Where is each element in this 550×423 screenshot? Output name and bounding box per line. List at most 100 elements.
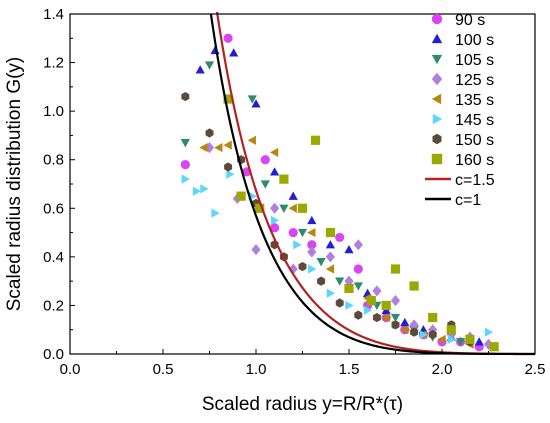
axis-ticks: 0.0 0.5 1.0 1.5 2.0 2.5 0.0 0.2 0.4 0.6 0.8 1.0 1.2 1…	[43, 6, 545, 378]
data-point	[224, 162, 233, 172]
data-point	[255, 203, 265, 213]
data-point	[409, 281, 419, 291]
legend: 90 s 100 s 105 s 125 s 135 s 145 s 150 s 160 s c…	[425, 12, 495, 209]
series-150s	[181, 91, 474, 347]
data-point	[308, 264, 317, 274]
data-point	[270, 202, 280, 214]
data-point	[325, 227, 335, 238]
legend-marker	[431, 93, 442, 105]
data-point	[344, 244, 354, 254]
data-point	[484, 327, 494, 337]
data-point	[251, 244, 261, 256]
data-point	[226, 169, 235, 179]
data-point	[270, 167, 280, 176]
legend-marker	[432, 113, 443, 125]
y-tick-label: 1.4	[43, 6, 64, 23]
data-point	[180, 159, 190, 170]
data-point	[181, 91, 190, 102]
data-point	[223, 33, 233, 43]
legend-label: 150 s	[455, 132, 494, 149]
data-point	[335, 232, 345, 243]
data-point	[400, 317, 410, 327]
y-tick-label: 0.6	[43, 200, 64, 217]
x-tick-label: 2.0	[432, 361, 453, 378]
data-point	[325, 264, 335, 274]
data-point	[229, 48, 239, 57]
data-point	[310, 135, 321, 145]
plot-marks	[180, 33, 499, 352]
data-point	[354, 310, 363, 320]
legend-marker	[431, 54, 443, 65]
legend-marker	[431, 153, 443, 165]
data-point	[335, 277, 345, 286]
data-point	[260, 155, 270, 165]
data-point	[223, 140, 232, 150]
data-point	[474, 337, 484, 346]
data-point	[307, 246, 317, 258]
data-point	[381, 312, 390, 323]
legend-label: 125 s	[455, 72, 494, 89]
data-point	[288, 191, 298, 200]
data-point	[325, 251, 335, 263]
data-point	[288, 203, 297, 213]
data-point	[279, 174, 289, 184]
data-point	[260, 180, 270, 189]
data-point	[288, 227, 298, 238]
y-tick-label: 0.4	[43, 249, 64, 266]
data-point	[400, 325, 409, 335]
data-point	[390, 264, 401, 274]
legend-marker	[431, 13, 443, 25]
x-tick-label: 1.5	[339, 361, 360, 378]
x-tick-label: 2.5	[525, 361, 546, 378]
legend-label: 145 s	[455, 112, 494, 129]
series-105s	[180, 61, 466, 347]
data-point	[465, 334, 475, 345]
data-point	[437, 334, 446, 345]
y-tick-label: 1.2	[43, 55, 64, 72]
data-point	[353, 282, 363, 291]
data-point	[247, 135, 256, 145]
data-point	[223, 94, 233, 104]
data-point	[236, 191, 246, 201]
data-point	[446, 325, 456, 335]
data-point	[419, 329, 428, 340]
y-tick-label: 0.0	[43, 346, 64, 363]
data-point	[297, 203, 308, 213]
series-100s	[195, 45, 484, 346]
x-tick-label: 1.0	[246, 361, 267, 378]
data-point	[270, 215, 280, 226]
data-point	[204, 61, 215, 70]
y-tick-label: 0.2	[43, 297, 64, 314]
data-point	[428, 329, 437, 340]
y-tick-label: 0.8	[43, 152, 64, 169]
data-point	[307, 227, 316, 238]
data-point	[199, 142, 208, 153]
data-point	[456, 338, 466, 347]
legend-label: 160 s	[455, 152, 494, 169]
data-point	[181, 174, 190, 184]
data-point	[293, 240, 302, 250]
data-point	[307, 215, 317, 225]
series-160s	[223, 94, 499, 352]
data-point	[372, 285, 382, 297]
legend-label: 105 s	[455, 52, 494, 69]
data-point	[270, 223, 280, 233]
data-point	[428, 312, 438, 323]
data-point	[192, 186, 202, 196]
data-point	[214, 142, 223, 153]
data-point	[363, 305, 373, 315]
data-point	[390, 313, 401, 323]
data-point	[335, 298, 344, 308]
data-point	[353, 239, 363, 251]
data-point	[391, 320, 400, 330]
data-point	[251, 99, 261, 108]
data-point	[288, 263, 298, 275]
y-axis-title: Scaled radius distribution G(y)	[4, 57, 25, 312]
data-point	[381, 300, 391, 311]
data-point	[316, 258, 326, 267]
data-point	[366, 295, 376, 306]
legend-label: c=1.5	[455, 172, 495, 189]
legend-marker	[432, 133, 442, 145]
data-point	[211, 208, 220, 218]
data-point	[390, 295, 401, 307]
